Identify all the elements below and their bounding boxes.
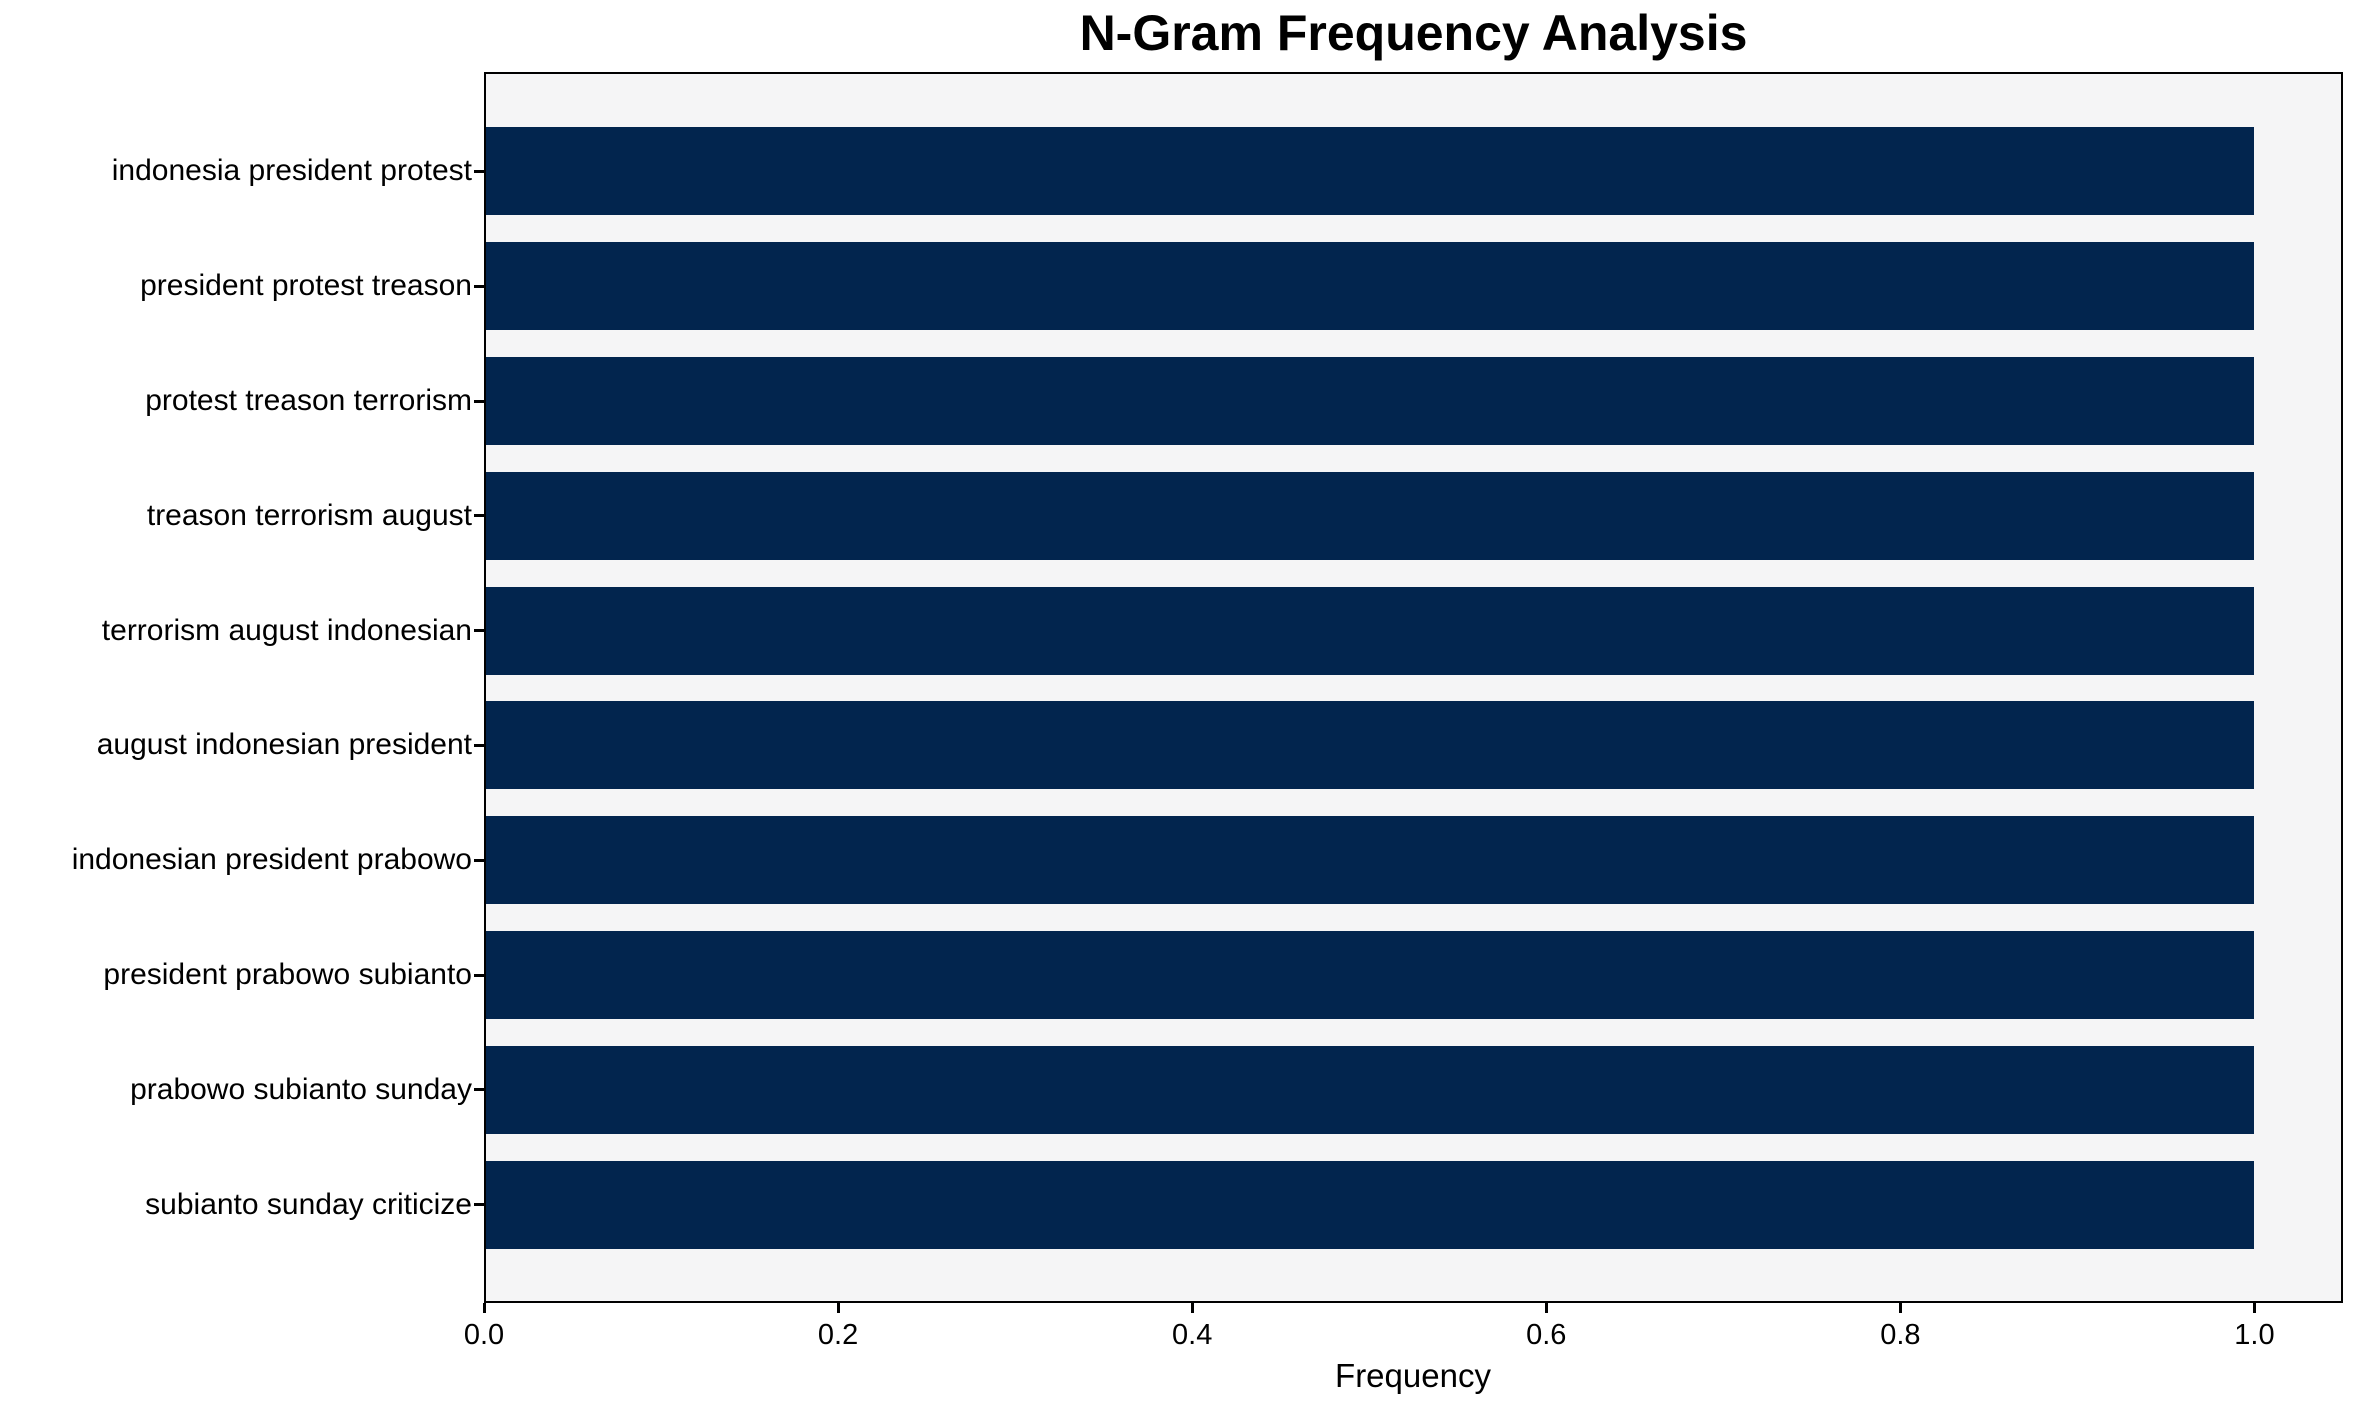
bar — [484, 471, 2255, 560]
y-tick-label: indonesia president protest — [111, 154, 472, 188]
x-tick-label: 0.2 — [817, 1319, 859, 1351]
x-tick-mark — [1898, 1303, 1902, 1313]
y-tick-label: terrorism august indonesian — [101, 613, 472, 647]
bar — [484, 586, 2255, 675]
y-tick-mark — [474, 858, 484, 862]
chart-title: N-Gram Frequency Analysis — [1079, 5, 1748, 61]
y-tick-label: president protest treason — [140, 269, 472, 303]
bar — [484, 701, 2255, 790]
x-tick-label: 0.4 — [1172, 1319, 1213, 1351]
y-tick-label: august indonesian president — [96, 728, 472, 762]
y-tick-mark — [474, 1088, 484, 1092]
x-axis-label: Frequency — [1335, 1357, 1491, 1394]
y-tick-mark — [474, 1203, 484, 1207]
x-tick-mark — [2252, 1303, 2256, 1313]
y-tick-mark — [474, 629, 484, 633]
x-tick-mark — [482, 1303, 486, 1313]
y-tick-label: prabowo subianto sunday — [130, 1072, 472, 1106]
bar — [484, 931, 2255, 1019]
y-tick-label: treason terrorism august — [146, 498, 472, 532]
y-tick-mark — [474, 399, 484, 403]
x-tick-label: 1.0 — [2234, 1319, 2275, 1351]
x-tick-mark — [1544, 1303, 1548, 1313]
bar — [484, 1160, 2255, 1249]
bar — [484, 242, 2255, 331]
x-tick-label: 0.8 — [1880, 1319, 1921, 1351]
bar — [484, 357, 2255, 445]
plot-area — [484, 72, 2343, 1303]
y-tick-label: protest treason terrorism — [145, 384, 472, 417]
x-tick-mark — [836, 1303, 840, 1313]
x-tick-label: 0.0 — [463, 1319, 505, 1351]
y-tick-mark — [474, 743, 484, 747]
y-tick-label: indonesian president prabowo — [71, 843, 472, 877]
y-tick-label: subianto sunday criticize — [145, 1187, 472, 1221]
y-tick-mark — [474, 169, 484, 173]
y-tick-label: president prabowo subianto — [103, 958, 472, 991]
bar — [484, 816, 2255, 905]
bar — [484, 127, 2255, 216]
y-tick-mark — [474, 973, 484, 977]
y-tick-mark — [474, 284, 484, 288]
bar — [484, 1045, 2255, 1134]
x-tick-label: 0.6 — [1526, 1319, 1567, 1351]
y-tick-mark — [474, 514, 484, 518]
x-tick-mark — [1190, 1303, 1194, 1313]
